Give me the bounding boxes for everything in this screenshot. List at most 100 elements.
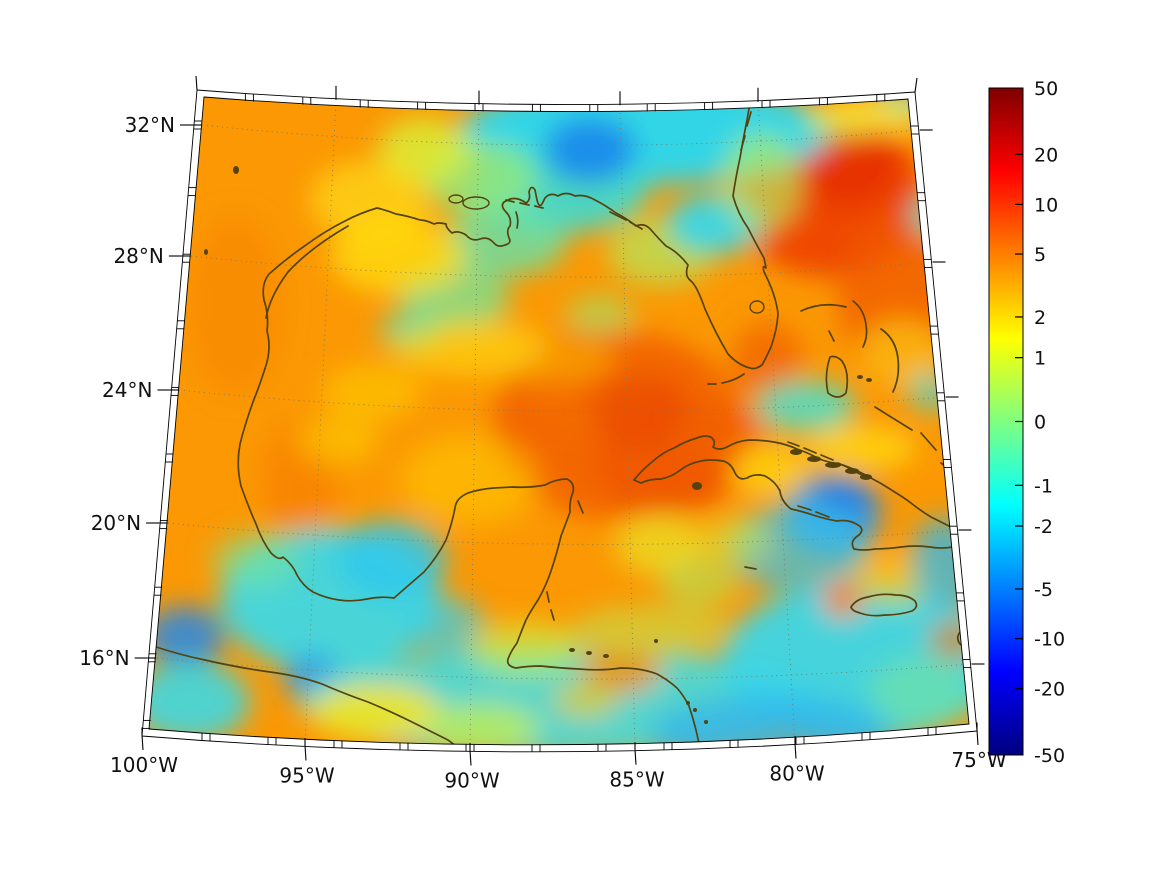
field-anomaly-blob (732, 322, 804, 402)
island (233, 166, 239, 174)
field-anomaly-blob (310, 684, 440, 740)
lat-tick-label: 24°N (102, 378, 152, 402)
island (860, 474, 872, 480)
coastline-path (800, 303, 847, 312)
island (790, 449, 802, 455)
colorbar-tick-label: -20 (1034, 679, 1065, 701)
lon-tick (634, 749, 637, 765)
field-anomaly-blob (498, 332, 614, 384)
field-anomaly-blob (906, 372, 958, 412)
map-border-band (141, 89, 978, 753)
lon-tick-label: 90°W (444, 768, 499, 792)
lon-tick-label: 80°W (769, 762, 824, 786)
map-border (141, 89, 978, 753)
field-anomaly-blob (337, 520, 447, 600)
island (686, 701, 690, 705)
coastline-path (149, 644, 457, 745)
coastline-path (577, 500, 584, 514)
field-anomaly-blob (807, 426, 917, 470)
colorbar-tick-label: 1 (1034, 348, 1046, 370)
colorbar-tick-label: -10 (1034, 629, 1065, 651)
island (654, 639, 658, 643)
field-anomaly-blob (860, 320, 944, 384)
island (603, 654, 609, 658)
field-anomaly-blob (330, 218, 466, 294)
island (825, 462, 841, 468)
field-anomaly-blob (815, 98, 925, 134)
island (693, 708, 697, 712)
field-anomaly-blob (674, 404, 770, 460)
colorbar-tick-label: -50 (1034, 745, 1065, 767)
coastline-path (515, 211, 519, 229)
field-anomaly-blob (149, 606, 225, 666)
field-anomaly-blob (470, 620, 580, 676)
field-anomaly-blob (756, 380, 856, 432)
colorbar-tick-label: 5 (1034, 244, 1046, 266)
graticule-layer (156, 99, 969, 745)
field-anomaly-blob (400, 435, 540, 525)
field-anomaly-blob (700, 518, 770, 562)
field-anomaly-blob (322, 364, 422, 420)
island (586, 651, 592, 655)
lon-tick-label: 85°W (609, 768, 664, 792)
island (569, 648, 575, 652)
lat-tick-label: 20°N (91, 511, 141, 535)
island (866, 378, 872, 382)
coastline-path (852, 300, 868, 348)
axis-labels: 32°N 28°N 24°N 20°N 16°N 100°W 95°W 90°W 85°W 80°… (79, 113, 1007, 792)
coastline-path (546, 591, 555, 621)
field-anomaly-blob (296, 416, 380, 464)
field-anomaly-blob (929, 620, 969, 660)
coastline-path (797, 505, 830, 518)
axis-ticks (134, 75, 985, 766)
coastline-path (920, 432, 937, 451)
field-anomaly-blob (149, 662, 250, 742)
lat-tick-label: 28°N (113, 244, 163, 268)
coastline-path (237, 102, 779, 745)
coastline-path (265, 225, 349, 319)
field-anomaly-blob (660, 557, 740, 607)
lake-outline (462, 196, 490, 210)
coastline-path (874, 406, 913, 431)
field-anomaly-blob (443, 208, 567, 276)
field-anomaly-blob (650, 695, 890, 745)
field-anomaly-blob (730, 445, 810, 495)
colorbar-tick-label: 0 (1034, 412, 1046, 434)
island (692, 482, 702, 490)
field-anomaly-blob (822, 583, 864, 617)
colorbar-tick-label: -2 (1034, 516, 1053, 538)
lon-tick (794, 743, 797, 759)
coastline-path (609, 211, 643, 230)
latitude-gridline (190, 255, 932, 278)
coastline-path (825, 355, 849, 398)
lon-tick (976, 729, 979, 746)
coastline-path (707, 373, 745, 385)
colorbar-tick-label: -5 (1034, 579, 1053, 601)
latitude-gridline (201, 124, 919, 146)
field-anomaly-blob (820, 476, 872, 516)
border-dividers (142, 93, 971, 752)
field-anomaly-blob (722, 132, 802, 232)
anomaly-field-layer (149, 97, 969, 745)
colorbar-tick-label: 20 (1034, 144, 1058, 166)
field-anomaly-blob (405, 597, 485, 653)
island (857, 375, 863, 379)
island (704, 720, 708, 724)
lat-tick-label: 16°N (79, 646, 129, 670)
lake-outline (448, 194, 464, 204)
lat-tick-label: 32°N (125, 113, 175, 137)
coastline-path (880, 328, 900, 393)
coastline-path (740, 111, 752, 151)
coastline-path (828, 330, 835, 342)
coastline-path (850, 593, 918, 617)
island (807, 456, 821, 462)
field-anomaly-blob (420, 704, 540, 745)
coastline-path (505, 199, 544, 209)
coastline-path (787, 441, 865, 477)
lon-tick (469, 750, 472, 766)
field-anomaly-blob (730, 503, 870, 593)
lon-tick-label: 95°W (279, 763, 334, 787)
